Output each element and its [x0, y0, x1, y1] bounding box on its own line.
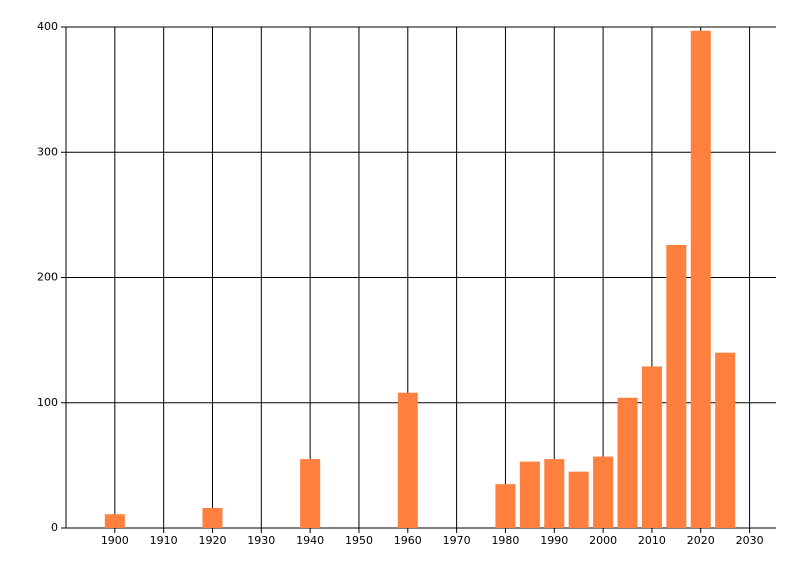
- bar: [544, 459, 565, 528]
- y-tick-label: 0: [51, 521, 58, 534]
- bar: [593, 456, 614, 528]
- bar: [202, 507, 223, 528]
- bar: [641, 366, 662, 528]
- y-tick-label: 100: [37, 396, 58, 409]
- x-tick-label: 1970: [443, 534, 471, 547]
- x-tick-label: 2020: [687, 534, 715, 547]
- x-tick-label: 2030: [736, 534, 764, 547]
- bar: [519, 461, 540, 528]
- x-tick-label: 1960: [394, 534, 422, 547]
- y-tick-label: 300: [37, 145, 58, 158]
- bar: [397, 392, 418, 528]
- bar: [666, 244, 687, 528]
- y-tick-label: 200: [37, 271, 58, 284]
- x-tick-label: 1900: [101, 534, 129, 547]
- bar: [690, 30, 711, 528]
- y-tick-label: 400: [37, 20, 58, 33]
- x-tick-label: 1940: [296, 534, 324, 547]
- bar: [568, 471, 589, 528]
- x-tick-label: 1920: [198, 534, 226, 547]
- x-tick-label: 1980: [491, 534, 519, 547]
- bar: [104, 514, 125, 528]
- x-tick-label: 1950: [345, 534, 373, 547]
- x-tick-label: 1910: [150, 534, 178, 547]
- bar: [715, 352, 736, 528]
- x-tick-label: 2010: [638, 534, 666, 547]
- x-tick-label: 1990: [540, 534, 568, 547]
- bar: [617, 397, 638, 528]
- bar: [300, 459, 321, 528]
- x-tick-label: 2000: [589, 534, 617, 547]
- x-tick-label: 1930: [247, 534, 275, 547]
- bar: [495, 484, 516, 528]
